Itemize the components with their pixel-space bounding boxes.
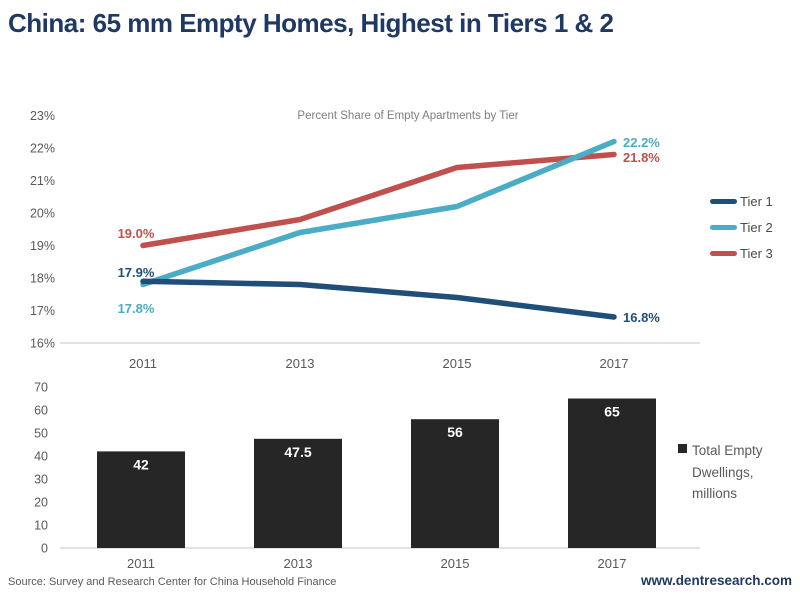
legend-label-tier-1: Tier 1: [740, 193, 773, 209]
bar-chart: 0 10 20 30 40 50 60 70 42 47.5 56 65 2011 2013 2015 201…: [34, 381, 700, 571]
tier-2-last-point-label: 22.2%: [623, 135, 660, 150]
bar-legend-label: Total Empty Dwellings, millions: [692, 443, 763, 502]
legend-item-tier-3: Tier 3: [710, 245, 773, 261]
tier-2-line: [140, 138, 617, 288]
line-chart-x-tick: 2011: [129, 356, 157, 371]
line-chart: 16% 17% 18% 19% 20% 21% 22% 23% 2011 2013 2015 2017…: [30, 109, 700, 371]
bar-chart-y-tick: 30: [34, 473, 48, 487]
legend-label-tier-3: Tier 3: [740, 245, 773, 261]
bar-chart-x-tick: 2015: [441, 556, 470, 571]
line-chart-y-tick: 18%: [30, 272, 55, 286]
bar-chart-y-tick: 60: [34, 404, 48, 418]
source-note: Source: Survey and Research Center for C…: [8, 576, 337, 588]
line-chart-x-tick: 2015: [443, 356, 472, 371]
bar-2017: [568, 398, 656, 548]
tier-3-line-marker: [710, 250, 737, 256]
tier-2-first-point-label: 17.8%: [118, 301, 155, 316]
legend-label-tier-2: Tier 2: [740, 219, 773, 235]
tier-1-line-marker: [710, 198, 737, 204]
bar-chart-y-tick: 70: [34, 381, 48, 395]
bar-2011: [97, 451, 185, 548]
bar-chart-y-tick: 50: [34, 427, 48, 441]
bar-2015: [411, 419, 499, 548]
line-chart-legend: Tier 1 Tier 2 Tier 3: [710, 193, 773, 271]
bar-chart-y-tick: 0: [41, 542, 48, 556]
website-link[interactable]: www.dentresearch.com: [640, 573, 792, 588]
line-chart-title: Percent Share of Empty Apartments by Tie…: [297, 110, 518, 122]
line-chart-y-tick: 21%: [30, 174, 55, 188]
bar-chart-legend: Total Empty Dwellings, millions: [678, 440, 774, 505]
bar-chart-x-tick: 2017: [598, 556, 627, 571]
bar-chart-y-tick: 20: [34, 496, 48, 510]
line-chart-y-tick: 23%: [30, 109, 55, 123]
bar-value-label-2017: 65: [604, 404, 620, 420]
line-chart-x-tick: 2017: [600, 356, 629, 371]
line-chart-y-tick: 19%: [30, 239, 55, 253]
tier-1-line: [140, 278, 617, 320]
bar-chart-y-tick: 40: [34, 450, 48, 464]
tier-3-last-point-label: 21.8%: [623, 150, 660, 165]
bar-chart-x-tick: 2011: [127, 556, 155, 571]
bar-value-label-2013: 47.5: [284, 444, 311, 460]
page-title: China: 65 mm Empty Homes, Highest in Tie…: [8, 8, 614, 38]
tier-1-last-point-label: 16.8%: [623, 310, 660, 325]
tier-3-first-point-label: 19.0%: [118, 226, 155, 241]
bar-chart-y-tick: 10: [34, 519, 48, 533]
bar-value-label-2011: 42: [133, 456, 149, 472]
line-chart-y-tick: 20%: [30, 207, 55, 221]
bar-2013: [254, 438, 342, 548]
total-empty-dwellings-square-marker: [678, 444, 687, 453]
line-chart-x-tick: 2013: [286, 356, 315, 371]
bar-chart-x-tick: 2013: [284, 556, 313, 571]
line-chart-y-tick: 22%: [30, 142, 55, 156]
tier-1-first-point-label: 17.9%: [118, 265, 155, 280]
legend-item-tier-2: Tier 2: [710, 219, 773, 235]
tier-3-line: [140, 151, 617, 249]
legend-item-tier-1: Tier 1: [710, 193, 773, 209]
tier-2-line-marker: [710, 224, 737, 230]
bar-value-label-2015: 56: [447, 424, 463, 440]
line-chart-y-tick: 17%: [30, 304, 55, 318]
line-chart-y-tick: 16%: [30, 337, 55, 351]
